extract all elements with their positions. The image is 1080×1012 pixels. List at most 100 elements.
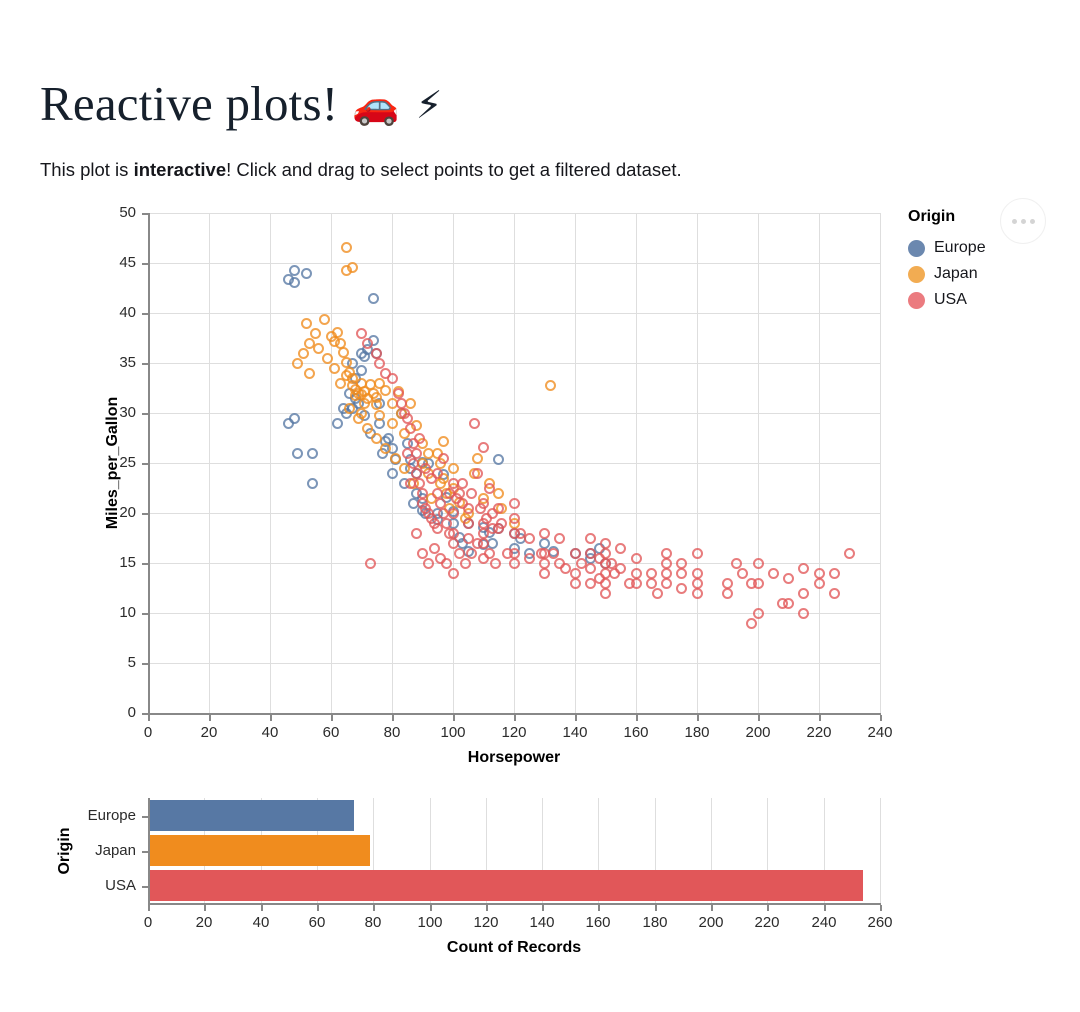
scatter-point[interactable]: [441, 517, 453, 529]
scatter-point[interactable]: [298, 347, 310, 359]
scatter-point[interactable]: [356, 364, 367, 376]
scatter-point[interactable]: [645, 577, 657, 589]
scatter-point[interactable]: [447, 507, 459, 519]
scatter-point[interactable]: [386, 372, 398, 384]
scatter-point[interactable]: [630, 552, 642, 564]
scatter-point[interactable]: [346, 372, 358, 384]
scatter-point[interactable]: [523, 532, 535, 544]
scatter-point[interactable]: [438, 452, 450, 464]
scatter-point[interactable]: [600, 577, 611, 589]
scatter-point[interactable]: [676, 567, 688, 579]
scatter-point[interactable]: [600, 547, 611, 559]
scatter-point[interactable]: [508, 512, 520, 524]
scatter-point[interactable]: [401, 412, 413, 424]
scatter-point[interactable]: [798, 587, 810, 599]
scatter-point[interactable]: [584, 577, 596, 589]
scatter-point[interactable]: [389, 452, 401, 464]
scatter-point[interactable]: [423, 557, 435, 569]
chart-options-button[interactable]: [1000, 198, 1046, 244]
scatter-point[interactable]: [450, 492, 462, 504]
scatter-point[interactable]: [310, 327, 322, 339]
scatter-point[interactable]: [288, 276, 300, 288]
scatter-point[interactable]: [343, 402, 355, 414]
scatter-point[interactable]: [783, 597, 794, 609]
scatter-point[interactable]: [484, 482, 496, 494]
scatter-point[interactable]: [331, 417, 343, 429]
scatter-point[interactable]: [630, 577, 642, 589]
scatter-point[interactable]: [752, 607, 764, 619]
scatter-point[interactable]: [813, 577, 825, 589]
scatter-point[interactable]: [307, 447, 319, 459]
scatter-point[interactable]: [447, 462, 459, 474]
scatter-point[interactable]: [307, 477, 319, 489]
scatter-point[interactable]: [410, 527, 422, 539]
scatter-point[interactable]: [746, 617, 758, 629]
scatter-point[interactable]: [691, 587, 703, 599]
scatter-point[interactable]: [539, 567, 550, 579]
legend-item-usa[interactable]: USA: [908, 287, 998, 313]
scatter-point[interactable]: [340, 241, 352, 253]
scatter-point[interactable]: [438, 435, 450, 447]
scatter-point[interactable]: [291, 357, 303, 369]
scatter-point[interactable]: [661, 557, 672, 569]
scatter-point[interactable]: [691, 577, 703, 589]
scatter-point[interactable]: [301, 317, 313, 329]
scatter-point[interactable]: [630, 567, 642, 579]
scatter-point[interactable]: [731, 557, 743, 569]
bar-japan[interactable]: [148, 835, 371, 866]
legend-item-japan[interactable]: Japan: [908, 261, 998, 287]
scatter-point[interactable]: [432, 467, 444, 479]
scatter-point[interactable]: [584, 547, 596, 559]
scatter-point[interactable]: [493, 502, 505, 514]
scatter-point[interactable]: [337, 346, 349, 358]
scatter-point[interactable]: [313, 342, 325, 354]
scatter-point[interactable]: [462, 502, 474, 514]
scatter-point[interactable]: [798, 562, 810, 574]
scatter-point[interactable]: [484, 547, 496, 559]
scatter-point[interactable]: [828, 567, 840, 579]
scatter-point[interactable]: [560, 562, 572, 574]
scatter-point[interactable]: [481, 512, 493, 524]
legend-item-europe[interactable]: Europe: [908, 235, 998, 261]
scatter-point[interactable]: [496, 517, 508, 529]
scatter-point[interactable]: [487, 522, 499, 534]
scatter-point[interactable]: [301, 267, 313, 279]
scatter-point[interactable]: [508, 557, 520, 569]
scatter-point[interactable]: [752, 577, 764, 589]
scatter-point[interactable]: [462, 517, 474, 529]
scatter-point[interactable]: [404, 422, 416, 434]
scatter-point[interactable]: [304, 367, 316, 379]
scatter-point[interactable]: [380, 442, 392, 454]
scatter-point[interactable]: [584, 562, 596, 574]
scatter-point[interactable]: [493, 487, 505, 499]
scatter-point[interactable]: [328, 362, 340, 374]
legend-items[interactable]: Europe Japan USA: [908, 235, 998, 313]
scatter-point[interactable]: [465, 487, 477, 499]
scatter-point[interactable]: [691, 547, 703, 559]
scatter-point[interactable]: [468, 417, 480, 429]
scatter-point[interactable]: [752, 557, 764, 569]
scatter-point[interactable]: [490, 557, 502, 569]
scatter-point[interactable]: [569, 577, 581, 589]
scatter-point[interactable]: [356, 327, 367, 339]
scatter-point[interactable]: [334, 377, 346, 389]
scatter-point[interactable]: [456, 477, 468, 489]
scatter-point[interactable]: [322, 352, 334, 364]
bar-chart[interactable]: Europe Japan USA 0 20 40 60 80 100 120 140 160 180 20…: [0, 780, 1080, 970]
scatter-point[interactable]: [371, 347, 383, 359]
scatter-point[interactable]: [386, 467, 398, 479]
scatter-point[interactable]: [432, 487, 444, 499]
scatter-point[interactable]: [462, 532, 474, 544]
scatter-point[interactable]: [676, 557, 688, 569]
scatter-point[interactable]: [362, 337, 374, 349]
scatter-point[interactable]: [615, 562, 627, 574]
scatter-point[interactable]: [371, 398, 383, 410]
scatter-point[interactable]: [453, 547, 465, 559]
scatter-point[interactable]: [362, 422, 374, 434]
scatter-point[interactable]: [722, 587, 733, 599]
scatter-point[interactable]: [828, 587, 840, 599]
scatter-point[interactable]: [447, 567, 459, 579]
scatter-point[interactable]: [471, 467, 483, 479]
scatter-point[interactable]: [407, 457, 419, 469]
scatter-point[interactable]: [539, 557, 550, 569]
